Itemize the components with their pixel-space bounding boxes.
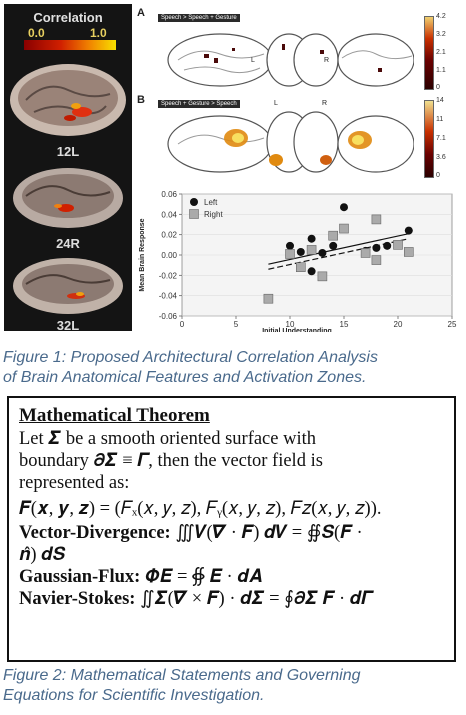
scatter-svg: 0.06 0.04 0.02 0.00 -0.02 -0.04 -0.060 5 10 15 20 2… bbox=[139, 190, 457, 335]
data-point-left bbox=[404, 226, 413, 235]
data-point-left bbox=[383, 241, 392, 250]
x-tick-label: 0 bbox=[180, 320, 185, 329]
trendline-solid bbox=[268, 233, 409, 265]
data-point-left bbox=[329, 241, 338, 250]
data-point-right bbox=[285, 249, 295, 259]
brain-slice-panel: Correlation 0.0 1.0 12L 24R 32L bbox=[4, 4, 132, 333]
x-tick-label: 20 bbox=[394, 320, 403, 329]
theorem-title: Mathematical Theorem bbox=[19, 405, 210, 426]
data-point-left bbox=[318, 248, 327, 257]
scale-tick: 14 bbox=[436, 97, 444, 104]
legend-marker bbox=[189, 209, 199, 219]
brain-slice-image bbox=[10, 64, 126, 136]
theorem-line: Let 𝜮 be a smooth oriented surface with bbox=[19, 429, 316, 449]
y-tick-label: -0.04 bbox=[159, 292, 178, 301]
scatter-chart: 0.06 0.04 0.02 0.00 -0.02 -0.04 -0.06 0 5 10 15 20 2… bbox=[134, 186, 460, 335]
data-point-right bbox=[403, 247, 414, 257]
panel-a-tag: Speech > Speech + Gesture bbox=[158, 14, 240, 22]
navier-stokes-label: Navier-Stokes: bbox=[19, 589, 136, 609]
correlation-title: Correlation bbox=[33, 10, 103, 25]
x-tick-label: 15 bbox=[340, 320, 349, 329]
panel-b-letter: B bbox=[137, 94, 145, 106]
legend-label: Right bbox=[204, 210, 223, 219]
scale-tick: 1.1 bbox=[436, 67, 446, 74]
legend-marker bbox=[190, 198, 198, 206]
caption-line: Equations for Scientific Investigation. bbox=[3, 687, 265, 704]
data-point-left bbox=[307, 234, 316, 243]
slice-label: 24R bbox=[56, 236, 80, 251]
vector-field-equation: 𝑭(𝒙, 𝒚, 𝒛) = (𝐹ₓ(𝑥, 𝑦, 𝑧), 𝐹ᵧ(𝑥, 𝑦, 𝑧), … bbox=[19, 499, 382, 519]
theorem-line: represented as: bbox=[19, 473, 130, 493]
panel-a-brains bbox=[167, 33, 414, 87]
theorem-line: boundary 𝝏𝜮 ≡ 𝜞, then the vector field i… bbox=[19, 451, 323, 471]
data-point-right bbox=[360, 248, 371, 258]
panel-b-tag: Speech + Gesture > Speech bbox=[158, 100, 240, 108]
x-tick-label: 5 bbox=[234, 320, 239, 329]
y-tick-label: 0.04 bbox=[161, 210, 177, 219]
y-tick-label: 0.06 bbox=[161, 190, 177, 199]
caption-line: Figure 1: Proposed Architectural Correla… bbox=[3, 349, 378, 366]
y-tick-label: 0.02 bbox=[161, 231, 177, 240]
scale-max-label: 1.0 bbox=[90, 26, 107, 40]
hemisphere-label: L bbox=[274, 100, 278, 107]
divergence-equation-cont: 𝒏̂) 𝒅𝑺 bbox=[19, 545, 66, 565]
data-point-left bbox=[340, 203, 348, 212]
data-point-left bbox=[372, 243, 381, 252]
y-axis-title: Mean Brain Response bbox=[139, 218, 146, 291]
divergence-label: Vector-Divergence: bbox=[19, 523, 171, 543]
data-point-right bbox=[339, 223, 349, 234]
data-point-right bbox=[393, 240, 403, 250]
brain-slice-image bbox=[13, 168, 123, 228]
slice-label: 32L bbox=[56, 318, 80, 333]
data-point-right bbox=[371, 255, 382, 265]
data-point-left bbox=[307, 267, 316, 276]
scale-tick: 7.1 bbox=[436, 135, 446, 142]
scale-tick: 11 bbox=[436, 116, 444, 123]
scale-tick: 4.2 bbox=[436, 13, 446, 20]
data-point-right bbox=[263, 293, 274, 304]
scale-tick: 3.2 bbox=[436, 31, 446, 38]
gauss-label: Gaussian-Flux: bbox=[19, 567, 141, 587]
figure1-caption: Figure 1: Proposed Architectural Correla… bbox=[3, 348, 378, 388]
brain-slice-image bbox=[13, 258, 123, 314]
figure2-caption: Figure 2: Mathematical Statements and Go… bbox=[3, 666, 361, 706]
scale-tick: 0 bbox=[436, 84, 440, 91]
caption-line: of Brain Anatomical Features and Activat… bbox=[3, 369, 367, 386]
x-tick-label: 10 bbox=[286, 320, 295, 329]
gauss-equation: 𝜱𝑬 = ∯ 𝑬 · 𝒅𝑨 bbox=[144, 567, 262, 587]
activation-map-panel: A Speech > Speech + Gesture L R 4.2 3.2 … bbox=[134, 4, 460, 184]
navier-stokes-equation: ∬𝜮(𝜵 × 𝑭) · 𝒅𝜮 = ∮𝝏𝜮 𝑭 · 𝒅𝜞 bbox=[140, 589, 373, 609]
data-point-right bbox=[317, 271, 328, 282]
hemisphere-label: L bbox=[251, 57, 255, 64]
x-tick-label: 25 bbox=[448, 320, 457, 329]
scale-min-label: 0.0 bbox=[28, 26, 45, 40]
divergence-equation: ∭𝑽(𝜵 · 𝑭) 𝒅𝑽 = ∯𝑺(𝑭 · bbox=[175, 523, 363, 543]
theorem-box: Mathematical Theorem Let 𝜮 be a smooth o… bbox=[7, 396, 456, 662]
scale-tick: 0 bbox=[436, 172, 440, 179]
hemisphere-label: R bbox=[324, 57, 330, 64]
x-axis-title: Initial Understanding bbox=[262, 328, 332, 332]
data-point-right bbox=[306, 245, 317, 255]
scale-tick: 3.6 bbox=[436, 154, 446, 161]
panel-b-colorbar bbox=[424, 100, 434, 178]
data-point-right bbox=[328, 230, 338, 241]
y-tick-label: -0.02 bbox=[159, 271, 178, 280]
data-point-left bbox=[286, 241, 294, 250]
data-point-left bbox=[296, 247, 305, 256]
y-tick-label: 0.00 bbox=[161, 251, 177, 260]
panel-a-letter: A bbox=[137, 7, 145, 19]
caption-line: Figure 2: Mathematical Statements and Go… bbox=[3, 667, 361, 684]
legend-label: Left bbox=[204, 198, 218, 207]
panel-a-colorbar bbox=[424, 16, 434, 90]
data-point-right bbox=[371, 214, 382, 225]
data-point-right bbox=[296, 262, 306, 272]
correlation-colorbar bbox=[24, 40, 116, 50]
hemisphere-label: R bbox=[322, 100, 328, 107]
y-tick-label: -0.06 bbox=[159, 312, 178, 321]
panel-b-brains bbox=[167, 111, 414, 173]
scale-tick: 2.1 bbox=[436, 49, 446, 56]
slice-label: 12L bbox=[56, 144, 80, 159]
